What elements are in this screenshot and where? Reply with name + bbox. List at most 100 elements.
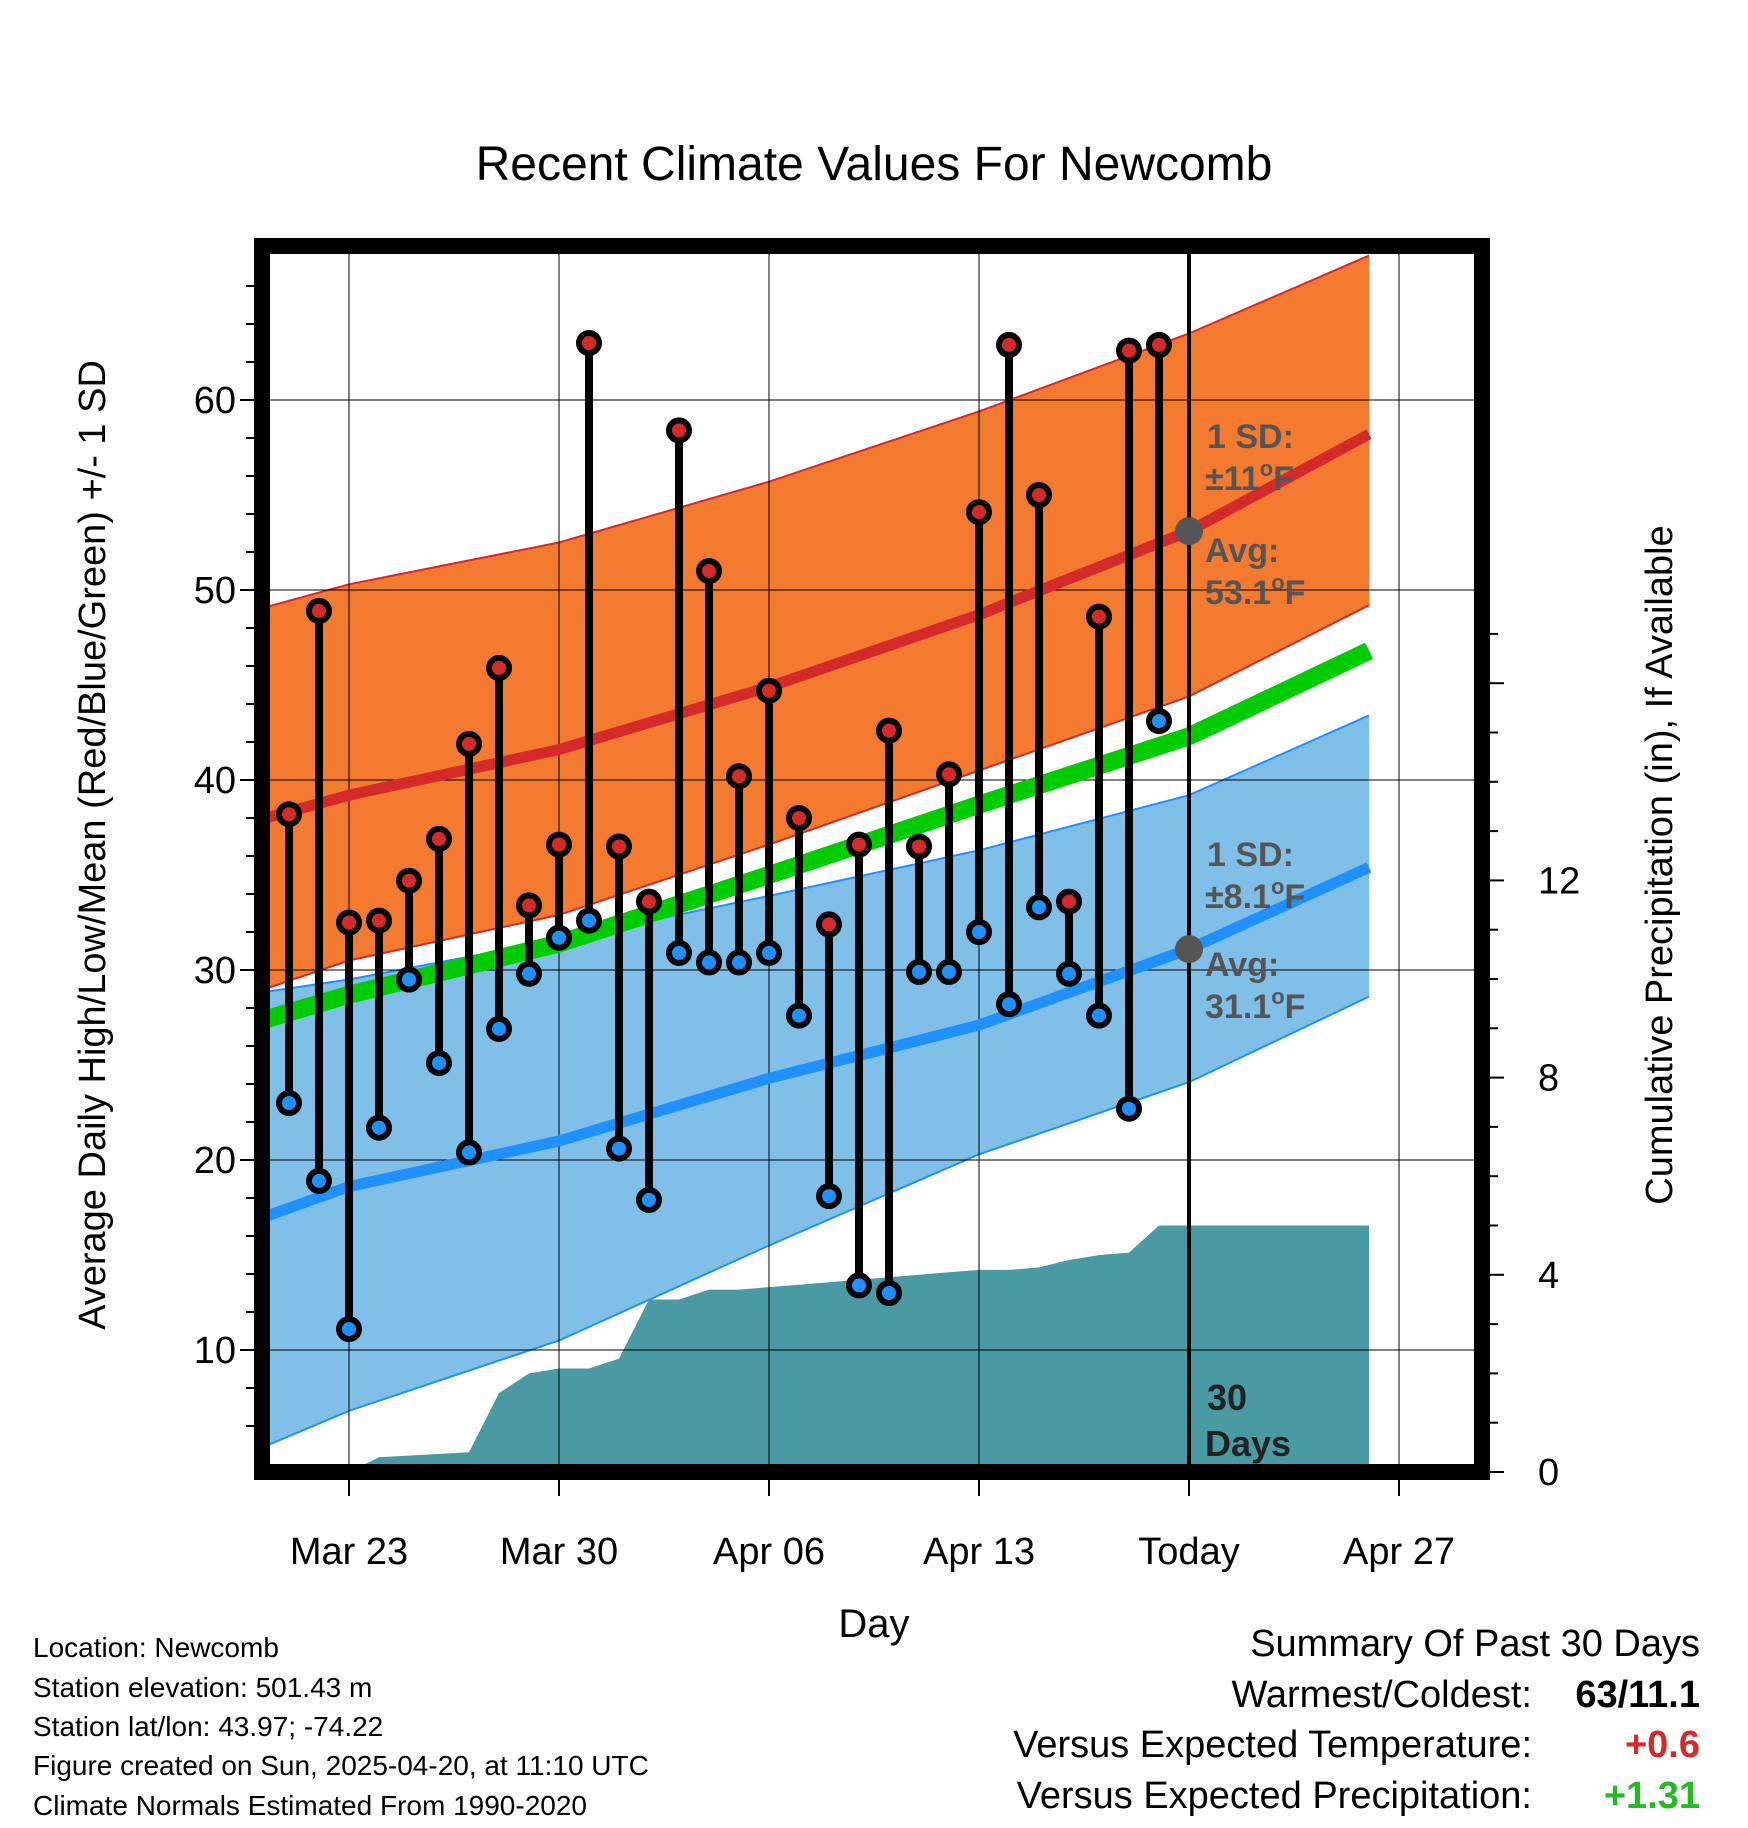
observed-high-point <box>606 833 632 860</box>
y-tick-label: 20 <box>194 1140 236 1182</box>
observed-high-point <box>666 417 692 444</box>
observed-low-point <box>456 1139 482 1166</box>
observed-high-point <box>1056 888 1082 915</box>
observed-high-point <box>396 867 422 894</box>
observed-low-point <box>666 939 692 966</box>
y-tick-label: 40 <box>194 760 236 802</box>
observed-high-point <box>546 831 572 858</box>
observed-high-point <box>786 805 812 831</box>
observed-low-point <box>306 1167 332 1194</box>
observed-high-point <box>486 654 512 681</box>
observed-high-point <box>846 831 872 858</box>
high-avg-value: 53.1oF <box>1205 570 1305 612</box>
observed-low-point <box>966 919 992 945</box>
window-label-number: 30 <box>1207 1377 1247 1418</box>
observed-high-point <box>816 911 842 938</box>
observed-high-point <box>696 558 722 584</box>
observed-low-point <box>366 1114 392 1141</box>
observed-high-point <box>366 907 392 934</box>
observed-high-point <box>1086 603 1112 630</box>
summary-warmest-label: Warmest/Coldest: <box>1231 1674 1532 1716</box>
observed-high-point <box>1026 482 1052 508</box>
summary-precip-value: +1.31 <box>1603 1775 1700 1817</box>
summary-temp-label: Versus Expected Temperature: <box>1013 1724 1532 1766</box>
observed-low-point <box>606 1135 632 1162</box>
observed-low-point <box>906 958 932 985</box>
y2-tick-label: 4 <box>1538 1255 1559 1297</box>
observed-high-point <box>756 677 782 704</box>
summary-precip-label: Versus Expected Precipitation: <box>1016 1775 1532 1817</box>
low-avg-label: Avg: <box>1205 946 1279 984</box>
x-tick-label: Today <box>1138 1531 1239 1573</box>
observed-low-point <box>1146 708 1172 735</box>
observed-high-point <box>1116 337 1142 364</box>
y-tick-label: 50 <box>194 570 236 612</box>
observed-low-point <box>576 907 602 934</box>
summary-precip-row: Versus Expected Precipitation: +1.31 <box>1017 1775 1700 1818</box>
observed-low-point <box>1086 1002 1112 1029</box>
observed-low-point <box>996 991 1022 1018</box>
observed-low-point <box>396 966 422 993</box>
x-tick-label: Apr 06 <box>713 1531 825 1573</box>
y2-tick-label: 12 <box>1538 860 1580 902</box>
y-axis-label: Average Daily High/Low/Mean (Red/Blue/Gr… <box>72 360 114 1330</box>
observed-high-point <box>996 331 1022 358</box>
summary-warmest-value: 63/11.1 <box>1575 1674 1700 1716</box>
x-tick-label: Mar 23 <box>290 1531 408 1573</box>
observed-high-point <box>426 825 452 852</box>
y2-tick-label: 0 <box>1538 1452 1559 1494</box>
high-sd-value: ±11oF <box>1205 456 1294 498</box>
observed-low-point <box>516 960 542 987</box>
low-avg-value: 31.1oF <box>1205 984 1305 1026</box>
observed-low-point <box>336 1316 362 1343</box>
observed-low-point <box>1056 960 1082 987</box>
summary-title: Summary Of Past 30 Days <box>1250 1623 1700 1665</box>
footer-location: Location: Newcomb <box>33 1632 279 1663</box>
observed-low-point <box>876 1280 902 1306</box>
observed-high-point <box>726 763 752 790</box>
footer-normals: Climate Normals Estimated From 1990-2020 <box>33 1790 587 1821</box>
y2-tick-label: 8 <box>1538 1058 1559 1100</box>
summary-warmest-row: Warmest/Coldest: 63/11.1 <box>1231 1674 1700 1717</box>
low-sd-value: ±8.1oF <box>1205 874 1305 916</box>
summary-temp-row: Versus Expected Temperature: +0.6 <box>1013 1724 1700 1767</box>
observed-low-point <box>426 1050 452 1077</box>
observed-low-point <box>696 949 722 976</box>
observed-high-point <box>636 888 662 915</box>
low-sd-label: 1 SD: <box>1207 836 1294 874</box>
chart-title: Recent Climate Values For Newcomb <box>476 138 1273 191</box>
window-label-days: Days <box>1205 1423 1291 1464</box>
x-axis-label: Day <box>838 1602 909 1646</box>
summary-temp-value: +0.6 <box>1624 1724 1700 1766</box>
footer-latlon: Station lat/lon: 43.97; -74.22 <box>33 1711 384 1742</box>
observed-high-point <box>966 499 992 526</box>
today-low-avg-marker <box>1175 935 1203 964</box>
observed-high-point <box>456 730 482 757</box>
plot-frame <box>254 238 1490 1480</box>
observed-low-point <box>546 924 572 951</box>
observed-high-point <box>276 801 302 828</box>
observed-low-point <box>786 1002 812 1029</box>
y2-axis-label: Cumulative Precipitation (in), If Availa… <box>1639 525 1681 1204</box>
today-high-avg-marker <box>1175 517 1203 546</box>
y-tick-label: 10 <box>194 1330 236 1372</box>
observed-high-point <box>906 833 932 860</box>
x-tick-label: Apr 27 <box>1343 1531 1455 1573</box>
low-sd-band <box>262 715 1369 1448</box>
observed-low-point <box>486 1015 512 1042</box>
observed-low-point <box>276 1090 302 1116</box>
observed-low-point <box>846 1272 872 1299</box>
y-tick-label: 60 <box>194 380 236 422</box>
observed-high-point <box>306 597 332 624</box>
observed-high-point <box>876 717 902 744</box>
observed-low-point <box>1026 894 1052 921</box>
footer-created: Figure created on Sun, 2025-04-20, at 11… <box>33 1750 649 1781</box>
observed-low-point <box>816 1183 842 1210</box>
x-tick-label: Apr 13 <box>923 1531 1035 1573</box>
observed-low-point <box>726 949 752 976</box>
observed-high-point <box>1146 331 1172 358</box>
observed-low-point <box>756 939 782 966</box>
observed-high-point <box>936 761 962 788</box>
